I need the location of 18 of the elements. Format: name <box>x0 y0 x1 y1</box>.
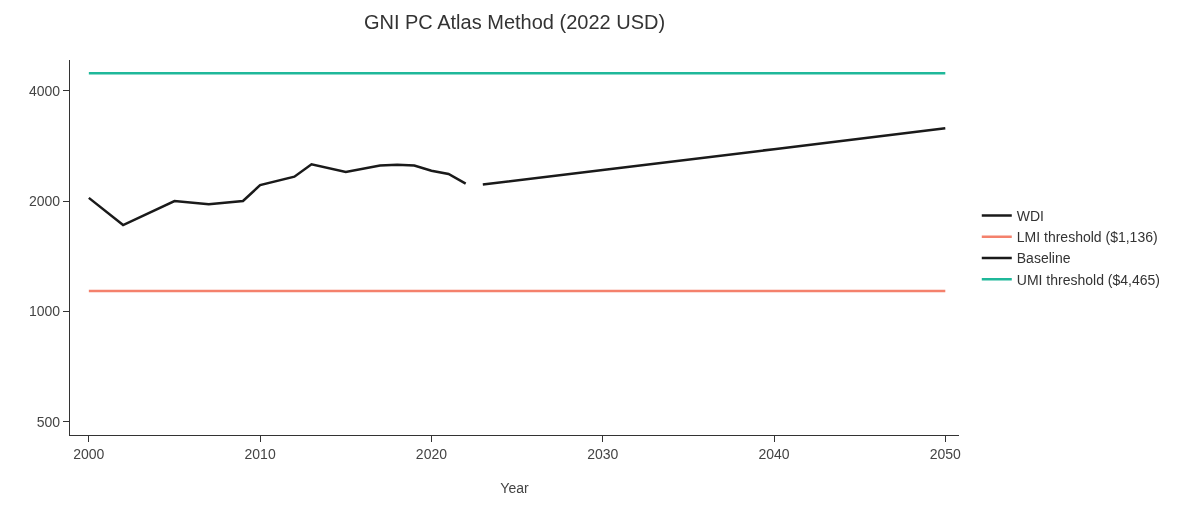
legend-label: Baseline <box>1016 250 1071 267</box>
x-tick-label: 2050 <box>929 445 962 462</box>
legend-label: UMI threshold ($4,465) <box>1016 271 1160 288</box>
legend-label: LMI threshold ($1,136) <box>1016 229 1158 246</box>
x-tick-label: 2000 <box>73 445 105 462</box>
y-tick-label: 1000 <box>28 303 61 320</box>
line-series <box>481 126 947 186</box>
y-tick-label: 2000 <box>28 192 61 209</box>
x-tick-label: 2010 <box>244 445 276 462</box>
legend-label: WDI <box>1016 208 1044 225</box>
line-series <box>87 162 467 227</box>
y-tick-label: 4000 <box>28 82 61 99</box>
x-axis-title: Year <box>500 480 529 497</box>
x-tick-label: 2040 <box>758 445 790 462</box>
chart-title: GNI PC Atlas Method (2022 USD) <box>363 11 666 34</box>
y-tick-label: 500 <box>36 413 61 430</box>
x-tick-label: 2020 <box>415 445 448 462</box>
x-tick-label: 2030 <box>587 445 619 462</box>
